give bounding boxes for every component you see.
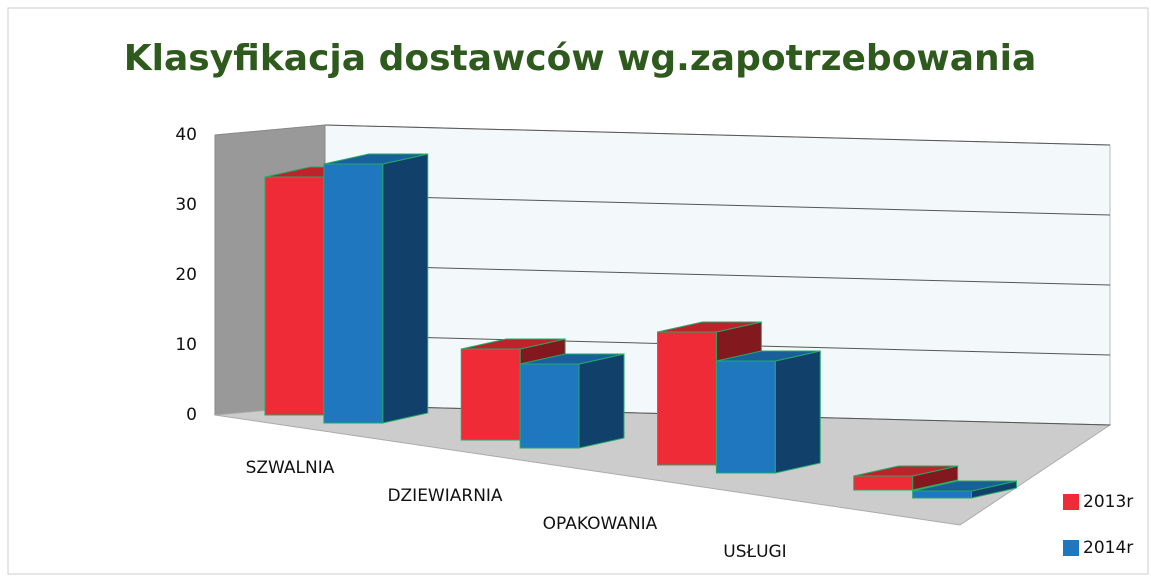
x-tick-label: OPAKOWANIA	[543, 514, 658, 534]
grid-line	[324, 194, 1111, 216]
grid-line	[324, 124, 1111, 146]
y-tick-label: 0	[186, 405, 197, 425]
legend-label: 2014r	[1083, 538, 1133, 558]
x-tick-label: DZIEWIARNIA	[387, 486, 502, 506]
x-tick-label: SZWALNIA	[246, 458, 335, 478]
bar-face	[715, 360, 776, 474]
legend-swatch	[1063, 540, 1079, 556]
bar-face	[460, 348, 521, 441]
bar-face	[853, 475, 914, 491]
bar-face	[519, 363, 580, 449]
x-tick-label: USŁUGI	[723, 542, 786, 562]
bar	[519, 353, 625, 449]
bar	[323, 153, 429, 424]
y-tick-label: 10	[175, 335, 197, 355]
bar-face	[382, 153, 429, 424]
legend-swatch	[1063, 494, 1079, 510]
bar	[715, 350, 821, 474]
bar-face	[578, 353, 625, 449]
legend-label: 2013r	[1083, 492, 1133, 512]
chart-title: Klasyfikacja dostawców wg.zapotrzebowani…	[124, 38, 1037, 79]
y-tick-label: 30	[175, 195, 197, 215]
grid-line	[324, 264, 1111, 286]
bar-face	[774, 350, 821, 474]
bar-face	[323, 163, 384, 424]
bar-face	[264, 176, 325, 416]
y-tick-label: 20	[175, 265, 197, 285]
bar-face	[657, 331, 717, 466]
bar	[853, 465, 959, 491]
bar	[912, 480, 1017, 499]
bar-face	[912, 490, 972, 499]
y-tick-label: 40	[175, 125, 197, 145]
